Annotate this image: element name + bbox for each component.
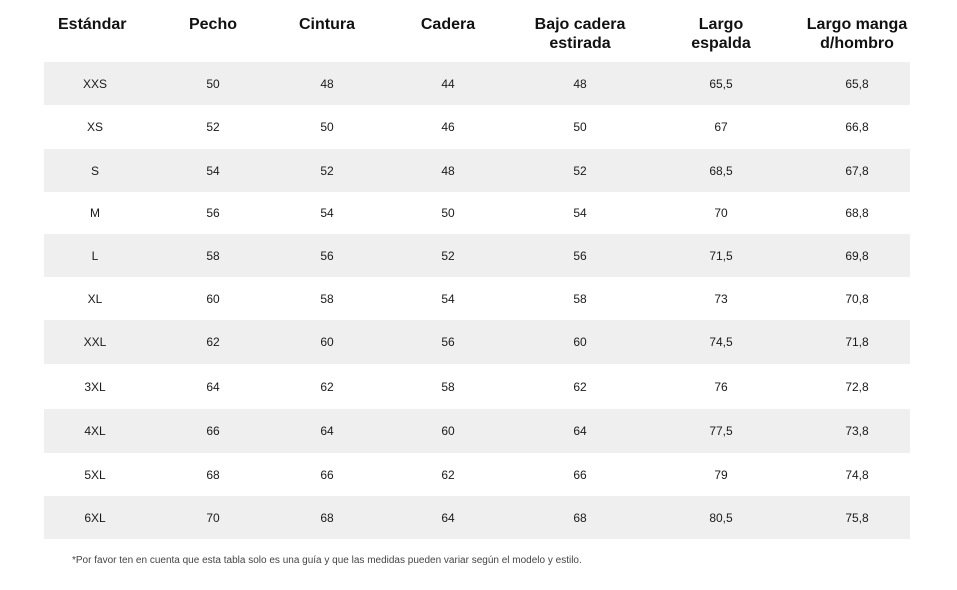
measurement-cell: 77,5 [638,409,804,453]
header-pecho: Pecho [188,16,237,33]
measurement-cell: 67 [638,105,804,149]
header-largo-espalda: Largo espalda [691,16,751,52]
table-row: 3XL 64 62 58 62 76 72,8 [44,364,910,409]
measurement-cell: 48 [522,62,638,105]
table-row: 4XL 66 64 60 64 77,5 73,8 [44,409,910,453]
measurement-cell: 64 [280,409,374,453]
measurement-cell: 54 [522,192,638,234]
measurement-cell: 48 [374,149,522,192]
size-label-cell: XXL [44,320,146,364]
measurement-cell: 73,8 [804,409,910,453]
header-largo-manga: Largo manga d/hombro [806,16,908,52]
measurement-cell: 71,5 [638,234,804,277]
measurement-cell: 68,5 [638,149,804,192]
measurement-cell: 76 [638,364,804,409]
measurement-cell: 72,8 [804,364,910,409]
size-label-cell: 5XL [44,453,146,496]
measurement-cell: 60 [146,277,280,320]
measurement-cell: 70 [146,496,280,539]
header-cintura: Cintura [299,16,355,33]
table-row: L 58 56 52 56 71,5 69,8 [44,234,910,277]
measurement-cell: 60 [374,409,522,453]
measurement-cell: 75,8 [804,496,910,539]
size-label-cell: XXS [44,62,146,105]
measurement-cell: 60 [522,320,638,364]
table-row: XL 60 58 54 58 73 70,8 [44,277,910,320]
measurement-cell: 52 [146,105,280,149]
measurement-cell: 64 [146,364,280,409]
measurement-cell: 50 [374,192,522,234]
measurement-cell: 71,8 [804,320,910,364]
measurement-cell: 66 [522,453,638,496]
measurement-cell: 80,5 [638,496,804,539]
measurement-cell: 52 [280,149,374,192]
measurement-cell: 58 [374,364,522,409]
measurement-cell: 58 [522,277,638,320]
table-row: 5XL 68 66 62 66 79 74,8 [44,453,910,496]
header-estandar: Estándar [58,16,127,33]
measurement-cell: 65,8 [804,62,910,105]
measurement-cell: 62 [146,320,280,364]
header-cadera: Cadera [420,16,476,33]
table-row: XXS 50 48 44 48 65,5 65,8 [44,62,910,105]
table-row: S 54 52 48 52 68,5 67,8 [44,149,910,192]
measurement-cell: 52 [522,149,638,192]
measurement-cell: 66,8 [804,105,910,149]
measurement-cell: 79 [638,453,804,496]
disclaimer-note: *Por favor ten en cuenta que esta tabla … [72,555,582,566]
measurement-cell: 56 [146,192,280,234]
measurement-cell: 62 [280,364,374,409]
size-label-cell: XL [44,277,146,320]
table-body: XXS 50 48 44 48 65,5 65,8 XS 52 50 46 50 67 66,8 S 54 52… [44,62,910,539]
header-bajo-cadera-estirada: Bajo cadera estirada [534,16,626,52]
measurement-cell: 68,8 [804,192,910,234]
measurement-cell: 50 [522,105,638,149]
header-row: Estándar Pecho Cintura Cadera Bajo cader… [44,0,910,62]
table-row: M 56 54 50 54 70 68,8 [44,192,910,234]
measurement-cell: 74,5 [638,320,804,364]
measurement-cell: 52 [374,234,522,277]
measurement-cell: 64 [374,496,522,539]
size-label-cell: M [44,192,146,234]
measurement-cell: 58 [280,277,374,320]
size-label-cell: 4XL [44,409,146,453]
measurement-cell: 74,8 [804,453,910,496]
measurement-cell: 60 [280,320,374,364]
measurement-cell: 70,8 [804,277,910,320]
measurement-cell: 48 [280,62,374,105]
measurement-cell: 54 [146,149,280,192]
measurement-cell: 44 [374,62,522,105]
measurement-cell: 62 [522,364,638,409]
measurement-cell: 56 [522,234,638,277]
measurement-cell: 56 [280,234,374,277]
size-label-cell: S [44,149,146,192]
measurement-cell: 54 [374,277,522,320]
size-label-cell: 6XL [44,496,146,539]
measurement-cell: 46 [374,105,522,149]
measurement-cell: 69,8 [804,234,910,277]
measurement-cell: 64 [522,409,638,453]
measurement-cell: 68 [146,453,280,496]
table-row: XXL 62 60 56 60 74,5 71,8 [44,320,910,364]
measurement-cell: 67,8 [804,149,910,192]
table-row: XS 52 50 46 50 67 66,8 [44,105,910,149]
measurement-cell: 68 [522,496,638,539]
measurement-cell: 56 [374,320,522,364]
measurement-cell: 66 [146,409,280,453]
measurement-cell: 50 [280,105,374,149]
measurement-cell: 62 [374,453,522,496]
measurement-cell: 65,5 [638,62,804,105]
size-label-cell: L [44,234,146,277]
size-chart-table: Estándar Pecho Cintura Cadera Bajo cader… [44,0,910,539]
table-row: 6XL 70 68 64 68 80,5 75,8 [44,496,910,539]
size-label-cell: 3XL [44,364,146,409]
measurement-cell: 68 [280,496,374,539]
size-label-cell: XS [44,105,146,149]
measurement-cell: 50 [146,62,280,105]
measurement-cell: 58 [146,234,280,277]
measurement-cell: 54 [280,192,374,234]
measurement-cell: 66 [280,453,374,496]
measurement-cell: 70 [638,192,804,234]
measurement-cell: 73 [638,277,804,320]
